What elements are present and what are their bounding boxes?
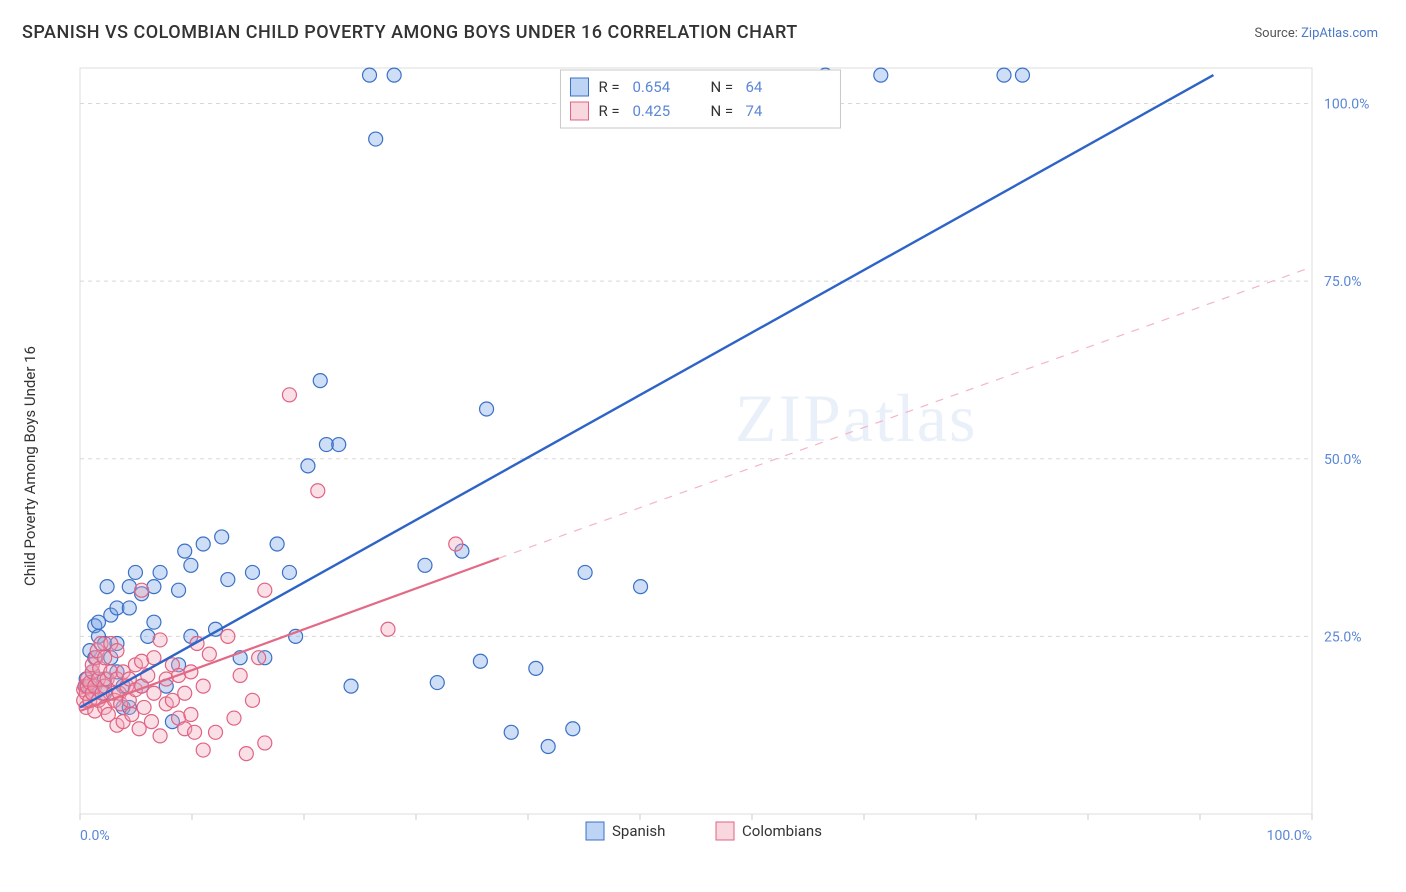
data-point [196, 743, 210, 757]
data-point [313, 374, 327, 388]
data-point [153, 633, 167, 647]
legend-r-value: 0.425 [632, 102, 670, 120]
legend-swatch [570, 78, 588, 96]
data-point [227, 711, 241, 725]
data-point [132, 722, 146, 736]
source-line: Source: ZipAtlas.com [1254, 26, 1378, 41]
data-point [258, 583, 272, 597]
data-point [381, 622, 395, 636]
legend-swatch [570, 102, 588, 120]
data-point [137, 700, 151, 714]
data-point [270, 537, 284, 551]
data-point [332, 438, 346, 452]
legend-n-label: N = [710, 78, 733, 96]
data-point [153, 729, 167, 743]
data-point [221, 573, 235, 587]
series-legend-swatch [716, 822, 734, 840]
data-point [172, 583, 186, 597]
data-point [566, 722, 580, 736]
legend-n-value: 74 [745, 102, 762, 120]
data-point [449, 537, 463, 551]
data-point [473, 654, 487, 668]
data-point [184, 558, 198, 572]
data-point [110, 644, 124, 658]
data-point [233, 668, 247, 682]
data-point [239, 747, 253, 761]
watermark: ZIPatlas [735, 380, 978, 456]
data-point [144, 715, 158, 729]
data-point [387, 68, 401, 82]
data-point [125, 708, 139, 722]
data-point [344, 679, 358, 693]
data-point [997, 68, 1011, 82]
data-point [122, 601, 136, 615]
data-point [418, 558, 432, 572]
data-point [196, 679, 210, 693]
data-point [178, 544, 192, 558]
data-point [135, 583, 149, 597]
legend-n-label: N = [710, 102, 733, 120]
data-point [153, 565, 167, 579]
y-tick-label: 100.0% [1324, 97, 1369, 113]
data-point [188, 725, 202, 739]
data-point [245, 693, 259, 707]
data-point [221, 629, 235, 643]
data-point [184, 708, 198, 722]
data-point [245, 565, 259, 579]
series-legend-label: Spanish [612, 822, 665, 840]
series-legend-swatch [586, 822, 604, 840]
data-point [430, 676, 444, 690]
x-tick-right: 100.0% [1267, 828, 1312, 844]
data-point [147, 686, 161, 700]
source-label: Source: [1254, 26, 1297, 41]
data-point [128, 565, 142, 579]
chart-container: Child Poverty Among Boys Under 16 25.0%5… [40, 60, 1382, 872]
data-point [578, 565, 592, 579]
page-title: SPANISH VS COLOMBIAN CHILD POVERTY AMONG… [22, 22, 798, 43]
data-point [100, 580, 114, 594]
data-point [282, 388, 296, 402]
data-point [215, 530, 229, 544]
data-point [541, 740, 555, 754]
data-point [363, 68, 377, 82]
data-point [258, 736, 272, 750]
legend-n-value: 64 [745, 78, 762, 96]
data-point [209, 725, 223, 739]
y-tick-label: 50.0% [1324, 452, 1362, 468]
x-tick-left: 0.0% [80, 828, 110, 844]
data-point [504, 725, 518, 739]
data-point [1015, 68, 1029, 82]
source-link[interactable]: ZipAtlas.com [1301, 26, 1378, 41]
data-point [529, 661, 543, 675]
data-point [252, 651, 266, 665]
data-point [178, 686, 192, 700]
legend-r-label: R = [598, 102, 619, 120]
data-point [301, 459, 315, 473]
data-point [91, 615, 105, 629]
legend-r-value: 0.654 [632, 78, 670, 96]
series-legend-label: Colombians [742, 822, 822, 840]
data-point [369, 132, 383, 146]
data-point [98, 651, 112, 665]
data-point [634, 580, 648, 594]
data-point [147, 615, 161, 629]
data-point [196, 537, 210, 551]
y-axis-label: Child Poverty Among Boys Under 16 [21, 346, 39, 586]
correlation-scatter-chart: 25.0% 50.0% 75.0% 100.0% ZIPatlas R = 0.654 N =… [40, 60, 1382, 872]
data-point [480, 402, 494, 416]
data-point [874, 68, 888, 82]
data-point [165, 693, 179, 707]
y-tick-label: 25.0% [1324, 629, 1362, 645]
data-point [202, 647, 216, 661]
data-point [311, 484, 325, 498]
data-point [282, 565, 296, 579]
y-tick-label: 75.0% [1324, 274, 1362, 290]
legend-r-label: R = [598, 78, 619, 96]
